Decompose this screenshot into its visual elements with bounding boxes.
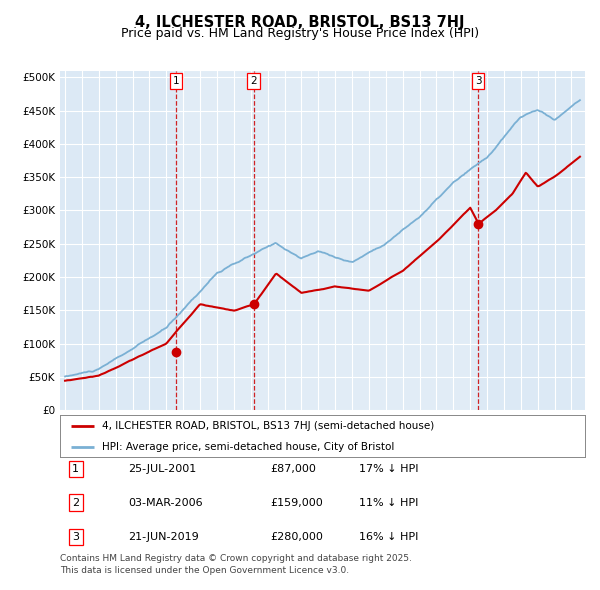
Text: 3: 3 <box>475 76 481 86</box>
Text: 4, ILCHESTER ROAD, BRISTOL, BS13 7HJ (semi-detached house): 4, ILCHESTER ROAD, BRISTOL, BS13 7HJ (se… <box>102 421 434 431</box>
Text: £159,000: £159,000 <box>270 498 323 507</box>
Text: 2: 2 <box>72 498 79 507</box>
Text: HPI: Average price, semi-detached house, City of Bristol: HPI: Average price, semi-detached house,… <box>102 442 394 452</box>
Text: Price paid vs. HM Land Registry's House Price Index (HPI): Price paid vs. HM Land Registry's House … <box>121 27 479 40</box>
Text: £280,000: £280,000 <box>270 532 323 542</box>
Text: 3: 3 <box>72 532 79 542</box>
Bar <box>176 71 478 410</box>
Text: 2: 2 <box>250 76 257 86</box>
Text: Contains HM Land Registry data © Crown copyright and database right 2025.
This d: Contains HM Land Registry data © Crown c… <box>60 555 412 575</box>
Text: 1: 1 <box>172 76 179 86</box>
Text: £87,000: £87,000 <box>270 464 316 474</box>
Text: 21-JUN-2019: 21-JUN-2019 <box>128 532 199 542</box>
Text: 11% ↓ HPI: 11% ↓ HPI <box>359 498 419 507</box>
Text: 4, ILCHESTER ROAD, BRISTOL, BS13 7HJ: 4, ILCHESTER ROAD, BRISTOL, BS13 7HJ <box>135 15 465 30</box>
Text: 25-JUL-2001: 25-JUL-2001 <box>128 464 197 474</box>
Text: 1: 1 <box>72 464 79 474</box>
Text: 17% ↓ HPI: 17% ↓ HPI <box>359 464 419 474</box>
Text: 03-MAR-2006: 03-MAR-2006 <box>128 498 203 507</box>
Text: 16% ↓ HPI: 16% ↓ HPI <box>359 532 419 542</box>
